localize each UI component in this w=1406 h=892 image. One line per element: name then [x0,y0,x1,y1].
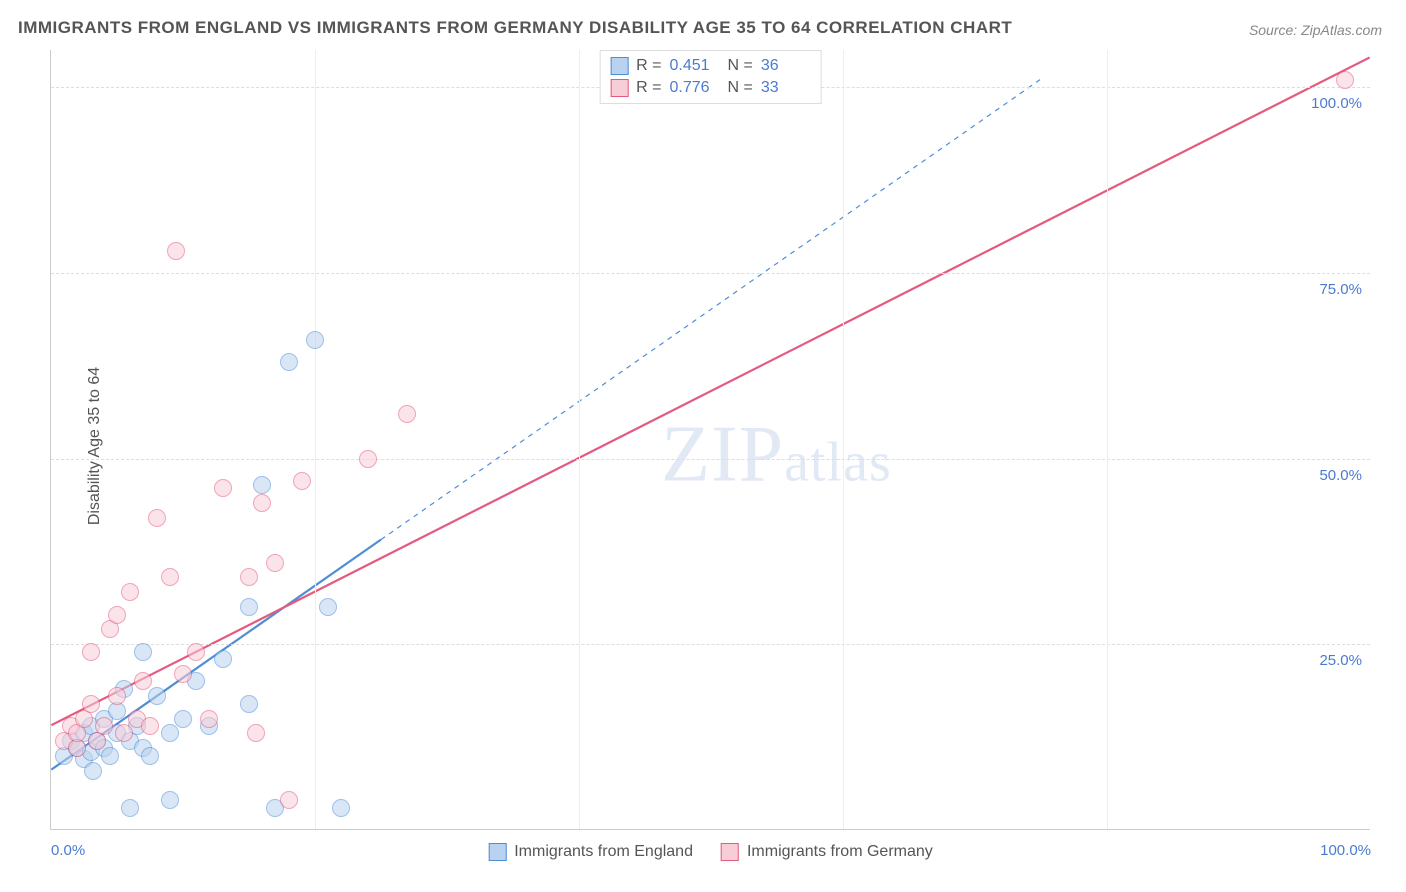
data-point [82,695,100,713]
data-point [293,472,311,490]
data-point [134,643,152,661]
gridline-h [51,644,1370,645]
data-point [141,717,159,735]
source-label: Source: ZipAtlas.com [1249,22,1382,38]
data-point [148,509,166,527]
data-point [253,494,271,512]
data-point [187,643,205,661]
data-point [101,747,119,765]
legend-swatch [610,79,628,97]
n-label: N = [728,79,753,97]
data-point [280,353,298,371]
data-point [82,643,100,661]
data-point [214,650,232,668]
y-tick-label: 75.0% [1319,281,1362,298]
legend-swatch [721,843,739,861]
data-point [332,799,350,817]
gridline-v [579,50,580,829]
y-tick-label: 25.0% [1319,652,1362,669]
chart-title: IMMIGRANTS FROM ENGLAND VS IMMIGRANTS FR… [18,18,1012,38]
data-point [306,331,324,349]
r-label: R = [636,57,661,75]
legend-swatch [488,843,506,861]
r-value: 0.776 [670,79,720,97]
legend-item: Immigrants from Germany [721,843,933,861]
series-legend: Immigrants from England Immigrants from G… [488,843,933,861]
data-point [167,242,185,260]
n-label: N = [728,57,753,75]
watermark: ZIPatlas [661,410,892,501]
correlation-legend: R = 0.451 N = 36 R = 0.776 N = 33 [599,50,822,104]
data-point [1336,71,1354,89]
x-tick-label: 0.0% [51,842,85,859]
data-point [108,606,126,624]
legend-row: R = 0.451 N = 36 [610,55,811,77]
gridline-v [1107,50,1108,829]
data-point [121,799,139,817]
data-point [121,583,139,601]
data-point [108,687,126,705]
data-point [174,665,192,683]
data-point [161,568,179,586]
legend-label: Immigrants from England [514,843,693,861]
x-tick-label: 100.0% [1320,842,1371,859]
data-point [266,554,284,572]
data-point [240,695,258,713]
gridline-h [51,273,1370,274]
r-value: 0.451 [670,57,720,75]
r-label: R = [636,79,661,97]
data-point [319,598,337,616]
data-point [84,762,102,780]
legend-row: R = 0.776 N = 33 [610,77,811,99]
gridline-v [315,50,316,829]
data-point [253,476,271,494]
data-point [214,479,232,497]
legend-swatch [610,57,628,75]
data-point [134,672,152,690]
y-tick-label: 100.0% [1311,95,1362,112]
data-point [141,747,159,765]
data-point [115,724,133,742]
data-point [240,568,258,586]
data-point [200,710,218,728]
data-point [161,724,179,742]
data-point [95,717,113,735]
gridline-h [51,459,1370,460]
scatter-plot: ZIPatlas R =0.451N =36R =0.776N =33 Immi… [50,50,1370,830]
data-point [398,405,416,423]
gridline-v [843,50,844,829]
data-point [161,791,179,809]
n-value: 36 [761,57,811,75]
data-point [359,450,377,468]
data-point [247,724,265,742]
n-value: 33 [761,79,811,97]
data-point [174,710,192,728]
legend-label: Immigrants from Germany [747,843,933,861]
data-point [148,687,166,705]
legend-item: Immigrants from England [488,843,693,861]
y-tick-label: 50.0% [1319,467,1362,484]
data-point [280,791,298,809]
data-point [240,598,258,616]
